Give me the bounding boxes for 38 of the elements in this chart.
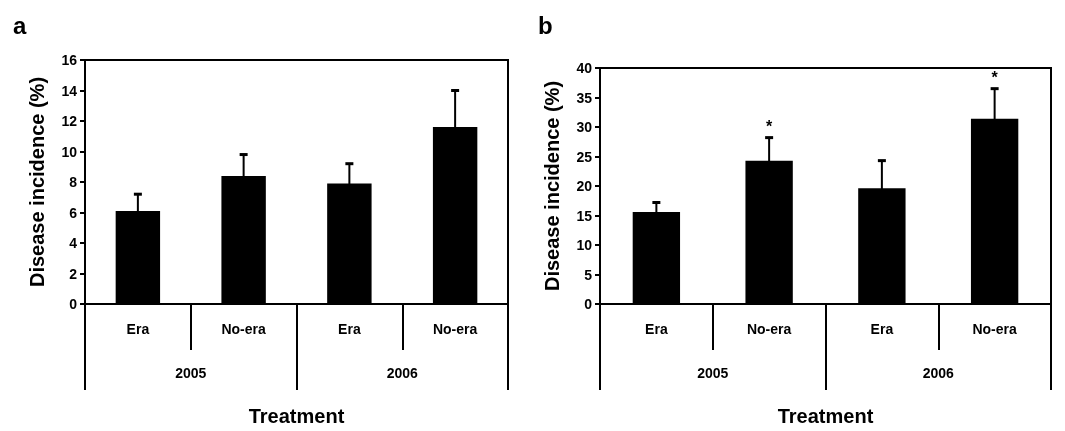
y-tick-label: 10 <box>576 237 593 253</box>
x-tick-label: No-era <box>972 321 1017 337</box>
y-tick-label: 0 <box>69 296 78 312</box>
y-tick-label: 20 <box>576 178 593 194</box>
y-axis-title: Disease incidence (%) <box>541 80 563 292</box>
y-tick-label: 8 <box>69 174 78 190</box>
chart-title: b <box>538 11 553 39</box>
y-tick-label: 6 <box>69 204 78 221</box>
y-tick-label: 2 <box>69 265 78 282</box>
y-tick-label: 10 <box>61 143 78 160</box>
text: 2005 <box>175 365 207 381</box>
data-label: * <box>766 118 774 136</box>
x-tick-label: No-era <box>432 321 478 337</box>
x-axis-title: Treatment <box>777 405 874 427</box>
text: 2005 <box>697 365 729 381</box>
data-label: * <box>991 69 999 87</box>
y-tick-label: 30 <box>576 119 593 135</box>
text: 2006 <box>922 365 955 381</box>
text: 2006 <box>386 365 419 381</box>
y-axis-title: Disease incidence (%) <box>26 76 48 288</box>
y-tick-label: 15 <box>576 207 593 224</box>
y-tick-label: 14 <box>61 82 78 99</box>
x-tick-label: No-era <box>746 321 792 337</box>
x-tick-label: Era <box>126 321 150 337</box>
x-tick-label: Era <box>338 321 361 337</box>
y-tick-label: 5 <box>584 266 593 283</box>
y-tick-label: 25 <box>576 148 593 165</box>
y-tick-label: 0 <box>584 296 593 312</box>
y-tick-label: 16 <box>61 52 78 68</box>
x-axis-title: Treatment <box>248 405 345 427</box>
x-tick-label: Era <box>645 321 668 337</box>
chart-title: a <box>13 11 27 39</box>
y-tick-label: 40 <box>576 60 593 76</box>
y-tick-label: 35 <box>576 89 593 106</box>
y-tick-label: 4 <box>69 235 78 251</box>
x-tick-label: No-era <box>221 321 266 337</box>
y-tick-label: 12 <box>61 113 78 129</box>
x-tick-label: Era <box>870 321 894 337</box>
